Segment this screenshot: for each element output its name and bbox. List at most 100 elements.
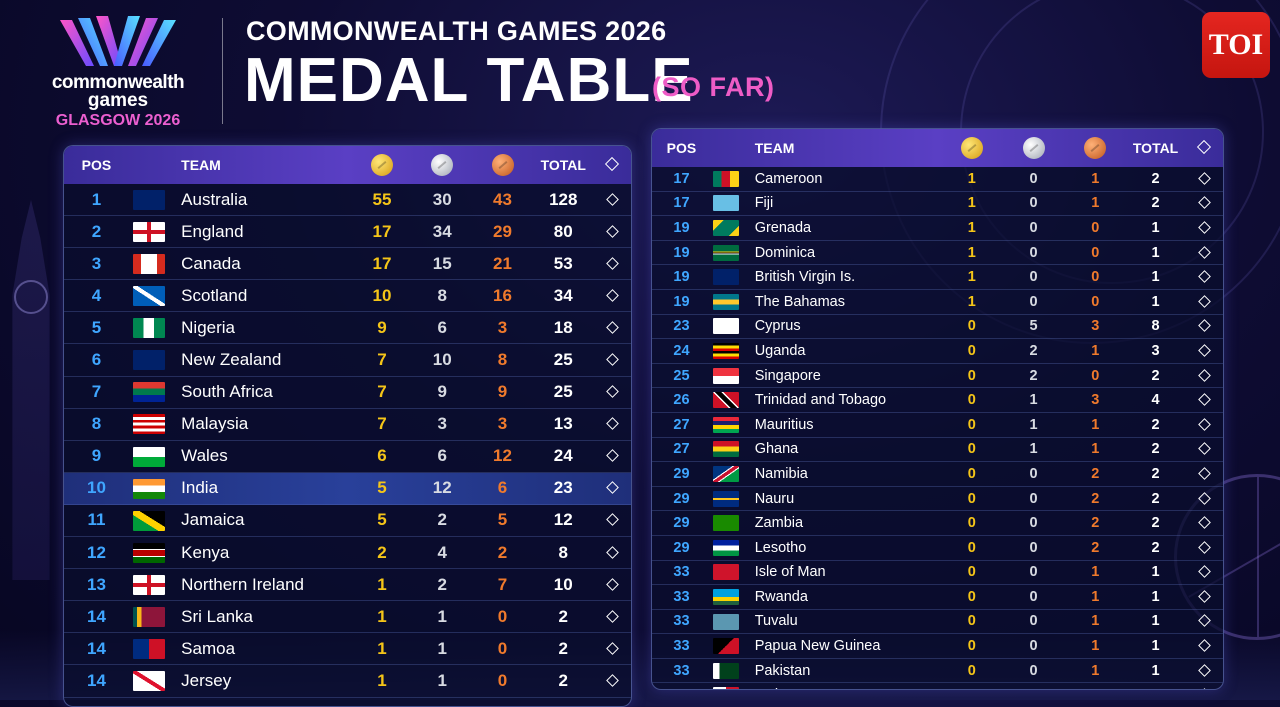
row-expand-button[interactable] (1185, 368, 1223, 383)
row-expand-button[interactable] (1185, 221, 1223, 235)
row-expand-button[interactable] (1185, 639, 1223, 653)
row-expand-button[interactable] (1185, 540, 1223, 555)
table-row[interactable]: 33 Isle of Man 0 0 1 1 (652, 561, 1223, 586)
table-row[interactable]: 29 Zambia 0 0 2 2 (652, 511, 1223, 536)
table-row[interactable]: 14 Samoa 1 1 0 2 (64, 633, 631, 666)
row-expand-button[interactable] (1185, 294, 1223, 309)
row-expand-button[interactable] (594, 577, 631, 592)
row-expand-button[interactable] (594, 545, 631, 560)
row-expand-button[interactable] (594, 385, 631, 399)
row-bronze-count: 9 (497, 382, 508, 402)
row-silver-count: 1 (437, 606, 447, 626)
row-expand-button[interactable] (1185, 417, 1223, 432)
row-expand-button[interactable] (594, 321, 631, 335)
papua-new-guinea-flag (712, 638, 739, 655)
table-row[interactable]: 26 Trinidad and Tobago 0 1 3 4 (652, 388, 1223, 413)
table-row[interactable]: 1 Australia 55 30 43 128 (64, 184, 631, 217)
table-row[interactable]: 33 Papua New Guinea 0 0 1 1 (652, 634, 1223, 659)
row-silver-count: 0 (1029, 219, 1038, 236)
row-expand-button[interactable] (594, 288, 631, 303)
row-team-name: Tuvalu (754, 613, 798, 630)
row-expand-button[interactable] (1185, 270, 1223, 284)
header-bronze[interactable] (472, 154, 532, 176)
row-expand-button[interactable] (594, 449, 631, 463)
row-expand-button[interactable] (1185, 590, 1223, 604)
table-row[interactable]: 19 Grenada 1 0 0 1 (652, 216, 1223, 241)
header-gold[interactable] (941, 137, 1003, 159)
sort-button[interactable] (1185, 139, 1223, 155)
table-row[interactable]: 33 Tuvalu 0 0 1 1 (652, 610, 1223, 635)
header-silver[interactable] (1003, 137, 1065, 159)
row-expand-button[interactable] (1185, 344, 1223, 358)
row-expand-button[interactable] (1185, 491, 1223, 506)
table-row[interactable]: 19 The Bahamas 1 0 0 1 (652, 290, 1223, 315)
table-row[interactable]: 23 Cyprus 0 5 3 8 (652, 315, 1223, 340)
row-expand-button[interactable] (1185, 171, 1223, 186)
bronze-medal-icon (1084, 137, 1107, 159)
table-row[interactable]: 14 Sri Lanka 1 1 0 2 (64, 601, 631, 634)
row-expand-button[interactable] (1185, 467, 1223, 481)
table-row[interactable]: 29 Lesotho 0 0 2 2 (652, 536, 1223, 561)
table-row[interactable]: 6 New Zealand 7 10 8 25 (64, 344, 631, 377)
table-row[interactable]: 33 Pakistan 0 0 1 1 (652, 659, 1223, 684)
table-row[interactable]: 17 Fiji 1 0 1 2 (652, 192, 1223, 217)
header-pos[interactable]: POS (666, 140, 697, 156)
row-bronze-count: 1 (1091, 564, 1100, 581)
table-row[interactable]: 5 Nigeria 9 6 3 18 (64, 312, 631, 345)
header-gold[interactable] (352, 154, 412, 176)
table-row[interactable]: 11 Jamaica 5 2 5 12 (64, 505, 631, 538)
header-total[interactable]: TOTAL (540, 157, 586, 173)
row-expand-button[interactable] (1185, 319, 1223, 333)
table-row[interactable]: 17 Cameroon 1 0 1 2 (652, 167, 1223, 192)
table-row[interactable]: 33 Rwanda 0 0 1 1 (652, 585, 1223, 610)
row-expand-button[interactable] (594, 192, 631, 207)
row-expand-button[interactable] (1185, 393, 1223, 407)
header-silver[interactable] (412, 154, 472, 176)
header-team[interactable]: TEAM (754, 140, 795, 156)
row-team-name: Uganda (754, 342, 806, 359)
row-expand-button[interactable] (1185, 565, 1223, 579)
header-bronze[interactable] (1064, 137, 1126, 159)
row-expand-button[interactable] (594, 481, 631, 495)
row-expand-button[interactable] (594, 674, 631, 688)
row-expand-button[interactable] (1185, 614, 1223, 628)
table-row[interactable]: 2 England 17 34 29 80 (64, 216, 631, 249)
table-row[interactable]: 14 Jersey 1 1 0 2 (64, 665, 631, 698)
table-row[interactable]: 8 Malaysia 7 3 3 13 (64, 409, 631, 441)
table-row[interactable]: 7 South Africa 7 9 9 25 (64, 377, 631, 409)
row-expand-button[interactable] (594, 641, 631, 656)
header-pos[interactable]: POS (81, 157, 112, 173)
table-row[interactable]: 13 Northern Ireland 1 2 7 10 (64, 569, 631, 602)
table-row[interactable]: 12 Kenya 2 4 2 8 (64, 537, 631, 570)
row-position: 29 (673, 539, 690, 556)
row-expand-button[interactable] (594, 256, 631, 271)
table-row[interactable]: 10 India 5 12 6 23 (64, 472, 631, 505)
table-row[interactable]: 27 Ghana 0 1 1 2 (652, 438, 1223, 463)
table-row[interactable]: 24 Uganda 0 2 1 3 (652, 339, 1223, 364)
row-expand-button[interactable] (1185, 442, 1223, 456)
row-expand-button[interactable] (594, 224, 631, 239)
row-expand-button[interactable] (594, 353, 631, 367)
row-expand-button[interactable] (1185, 196, 1223, 210)
row-expand-button[interactable] (1185, 245, 1223, 260)
table-row[interactable]: 25 Singapore 0 2 0 2 (652, 364, 1223, 389)
header-total[interactable]: TOTAL (1132, 140, 1179, 156)
table-row[interactable]: 29 Nauru 0 0 2 2 (652, 487, 1223, 512)
row-gold-count: 0 (941, 687, 1003, 689)
row-expand-button[interactable] (594, 513, 631, 527)
header-team[interactable]: TEAM (181, 157, 221, 173)
table-row[interactable]: 33Malta0011 (652, 683, 1223, 689)
table-row[interactable]: 19 Dominica 1 0 0 1 (652, 241, 1223, 266)
table-row[interactable]: 3 Canada 17 15 21 53 (64, 248, 631, 281)
row-expand-button[interactable] (594, 417, 631, 431)
row-expand-button[interactable] (1185, 516, 1223, 530)
row-silver-count: 1 (1029, 441, 1038, 458)
table-row[interactable]: 27 Mauritius 0 1 1 2 (652, 413, 1223, 438)
sort-button[interactable] (594, 156, 631, 172)
table-row[interactable]: 9 Wales 6 6 12 24 (64, 441, 631, 473)
row-expand-button[interactable] (594, 609, 631, 624)
row-expand-button[interactable] (1185, 663, 1223, 678)
table-row[interactable]: 29 Namibia 0 0 2 2 (652, 462, 1223, 487)
table-row[interactable]: 19 British Virgin Is. 1 0 0 1 (652, 265, 1223, 290)
table-row[interactable]: 4 Scotland 10 8 16 34 (64, 280, 631, 313)
